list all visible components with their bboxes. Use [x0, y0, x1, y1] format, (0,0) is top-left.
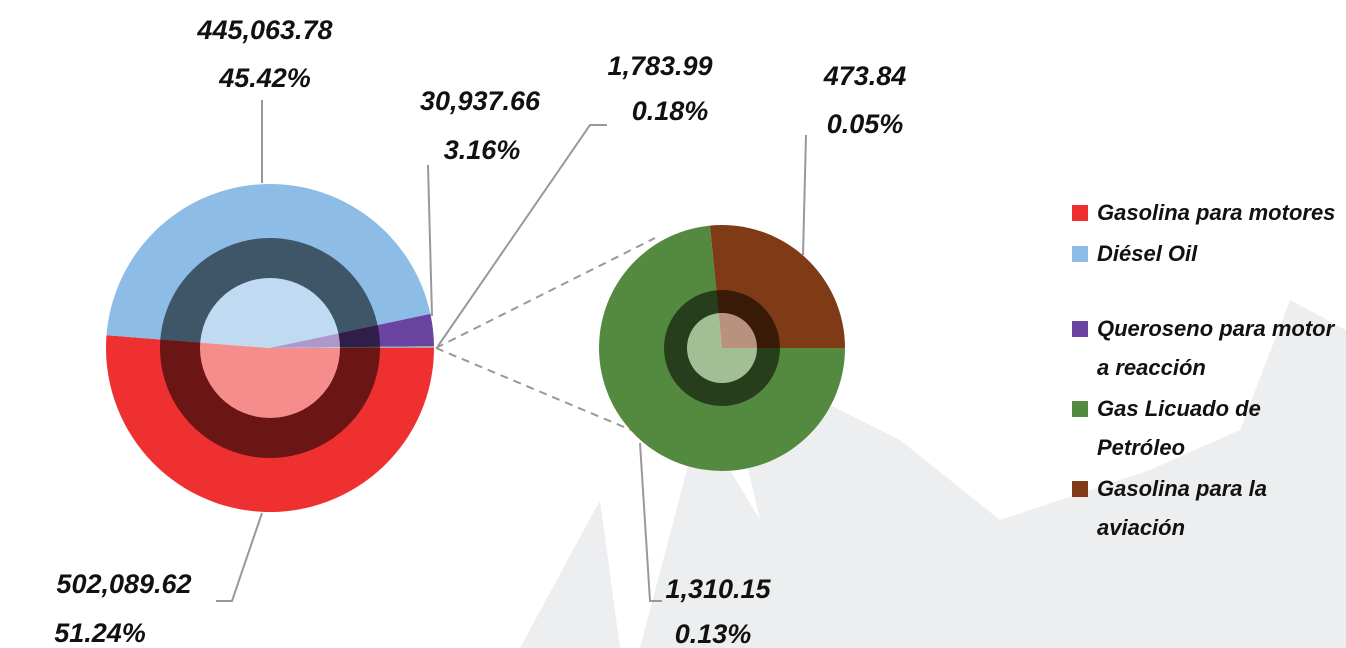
inner-disc [687, 313, 757, 383]
legend-swatch [1072, 401, 1088, 417]
inner-disc [200, 278, 340, 418]
percent-label: 0.13% [675, 619, 752, 648]
percent-label: 45.42% [218, 63, 311, 93]
percent-label: 0.05% [827, 109, 904, 139]
inner-ring [664, 290, 780, 406]
legend-swatch [1072, 246, 1088, 262]
legend-swatch [1072, 205, 1088, 221]
value-label: 502,089.62 [56, 569, 191, 599]
leader-line [427, 164, 433, 317]
legend-label: Queroseno para motor a reacción [1097, 316, 1335, 380]
value-label: 1,310.15 [665, 574, 771, 604]
legend-item: Gas Licuado de Petróleo [1072, 389, 1342, 467]
leader-line [802, 134, 807, 256]
value-label: 30,937.66 [420, 86, 541, 116]
legend-item: Gasolina para motores [1072, 193, 1342, 232]
background-shape [520, 500, 620, 648]
value-label: 1,783.99 [607, 51, 712, 81]
connector [435, 347, 656, 441]
legend: Gasolina para motores Diésel Oil Queroseno… [1072, 193, 1342, 549]
leader-line [216, 512, 263, 602]
legend-item: Queroseno para motor a reacción [1072, 309, 1342, 387]
inner-ring [159, 237, 380, 459]
background-shape [640, 300, 1346, 648]
leader-line [639, 442, 662, 602]
legend-swatch [1072, 321, 1088, 337]
leader-line [437, 124, 607, 347]
slices [105, 184, 845, 513]
legend-label: Gasolina para motores [1097, 200, 1336, 225]
legend-label: Diésel Oil [1097, 241, 1198, 266]
value-label: 445,063.78 [196, 15, 332, 45]
legend-label: Gas Licuado de Petróleo [1097, 396, 1261, 460]
percent-label: 0.18% [632, 96, 709, 126]
percent-label: 51.24% [54, 618, 146, 648]
value-label: 473.84 [823, 61, 907, 91]
legend-item: Gasolina para la aviación [1072, 469, 1342, 547]
legend-swatch [1072, 481, 1088, 497]
pie-slice [599, 225, 845, 471]
legend-label: Gasolina para la aviación [1097, 476, 1267, 540]
legend-item: Diésel Oil [1072, 234, 1342, 273]
percent-label: 3.16% [444, 135, 521, 165]
